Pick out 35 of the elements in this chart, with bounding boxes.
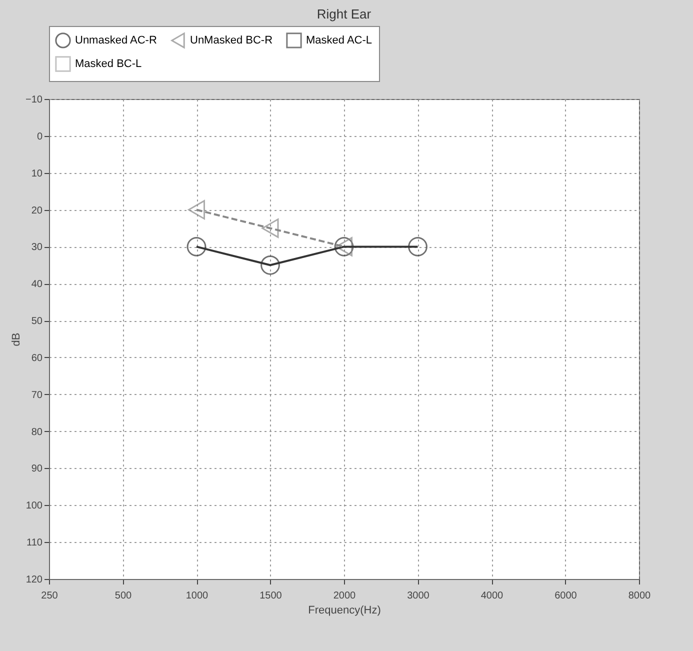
y-tick-label: 10 (31, 168, 43, 180)
point (188, 200, 205, 220)
point (186, 237, 206, 256)
x-axis-title: Frequency(Hz) (308, 604, 381, 616)
y-tick-label: 100 (26, 500, 43, 512)
y-tick-label: 40 (31, 279, 43, 290)
x-tick-label: 4000 (480, 590, 504, 602)
legend-label: Unmasked AC-R (75, 34, 157, 46)
legend-label: Masked BC-L (75, 58, 142, 70)
y-tick-label: 0 (36, 131, 43, 142)
y-tick-label: 90 (31, 464, 43, 475)
x-tick-label: 8000 (628, 590, 652, 602)
y-tick-label: 30 (31, 242, 43, 254)
x-tick-label: 6000 (554, 590, 578, 602)
point (408, 237, 428, 256)
y-tick-label: 60 (31, 352, 43, 364)
x-tick-label: 3000 (407, 590, 430, 602)
y-axis-title: dB (10, 332, 23, 346)
y-tick-label: 120 (26, 574, 43, 586)
x-tick-label: 1500 (260, 590, 282, 602)
y-tick-label: 20 (31, 205, 43, 216)
point (260, 255, 280, 275)
x-tick-label: 250 (41, 590, 58, 602)
chart-title: Right Ear (316, 6, 372, 22)
x-tick-label: 2000 (333, 590, 356, 602)
y-tick-label: 50 (31, 316, 43, 328)
y-tick-label: 110 (26, 538, 43, 549)
point (262, 218, 279, 238)
y-tick-label: 70 (31, 390, 43, 401)
y-tick-label: −10 (26, 94, 43, 106)
x-tick-label: 1000 (186, 590, 209, 602)
x-tick-label: 500 (114, 590, 132, 602)
legend-label: Masked AC-L (306, 34, 372, 46)
y-tick-label: 80 (31, 426, 43, 438)
legend-label: UnMasked BC-R (190, 34, 273, 46)
